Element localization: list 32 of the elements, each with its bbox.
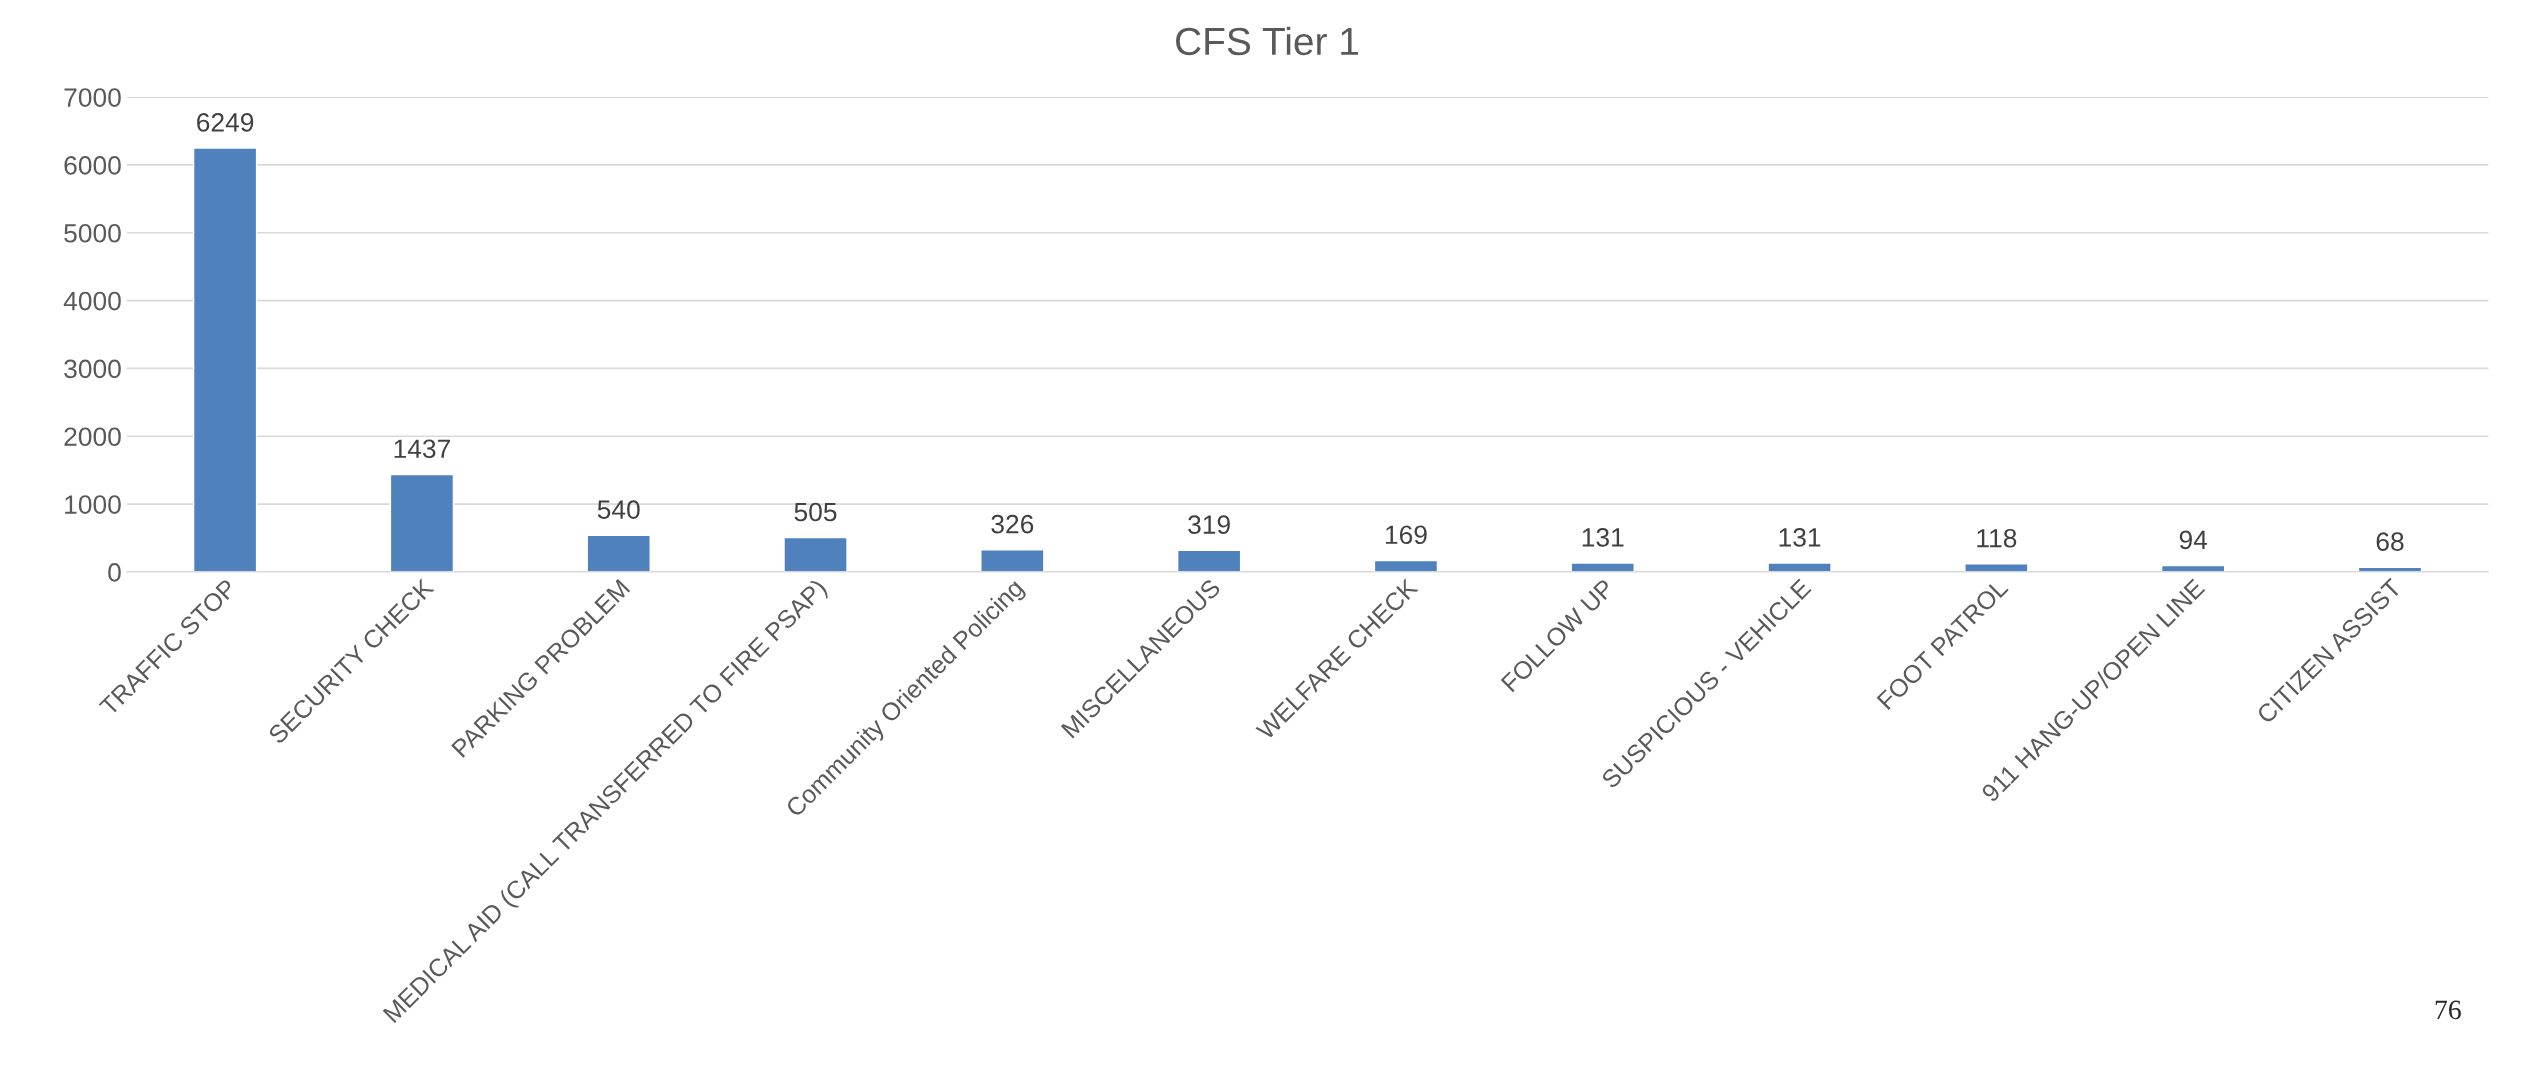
y-tick-label: 7000	[64, 88, 121, 107]
y-tick-label: 1000	[65, 495, 121, 514]
bar	[1176, 549, 1242, 572]
y-tick-label: 4000	[63, 291, 121, 311]
bar	[783, 536, 848, 572]
data-label: 169	[1385, 525, 1427, 545]
y-tick-label: 5000	[64, 223, 121, 243]
bar	[1767, 562, 1832, 572]
y-tick-label: 2000	[64, 427, 121, 447]
bar	[389, 473, 455, 572]
bar	[586, 534, 651, 572]
data-label: 68	[2376, 532, 2404, 551]
data-label: 118	[1977, 528, 2017, 548]
bar	[980, 549, 1045, 572]
data-label: 540	[597, 500, 640, 519]
bar	[192, 147, 258, 572]
y-tick-label: 3000	[64, 359, 121, 379]
bar	[1964, 563, 2029, 572]
bar	[1373, 559, 1439, 572]
data-label: 6249	[197, 113, 254, 132]
data-label: 319	[1188, 515, 1230, 534]
chart-title: CFS Tier 1	[1176, 26, 1359, 56]
data-label: 326	[991, 514, 1034, 534]
bar	[1570, 562, 1635, 572]
data-label: 1437	[394, 439, 450, 459]
data-label: 94	[2179, 530, 2208, 550]
text: 76	[2435, 1000, 2461, 1020]
y-tick-label: 0	[108, 563, 121, 582]
data-label: 131	[1779, 528, 1821, 547]
y-tick-label: 6000	[64, 156, 121, 175]
data-label: 505	[794, 502, 837, 522]
data-label: 131	[1582, 528, 1624, 547]
